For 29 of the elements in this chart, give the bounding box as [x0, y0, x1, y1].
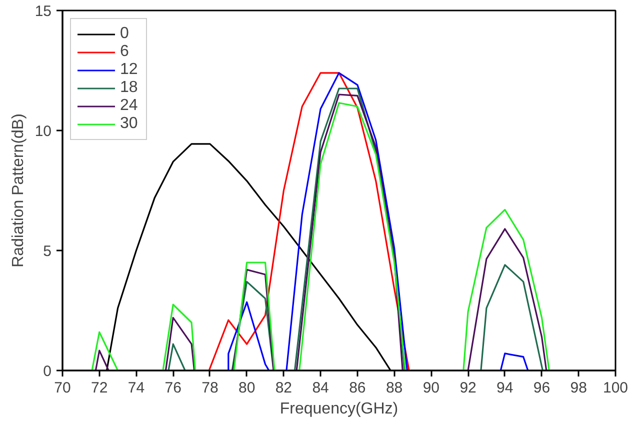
x-tick-label: 76 [164, 380, 182, 396]
x-tick-label: 82 [275, 380, 292, 396]
legend-label: 0 [120, 25, 130, 43]
legend-label: 24 [120, 97, 139, 115]
x-tick-label: 74 [128, 380, 145, 396]
line-series [208, 72, 410, 370]
y-tick-label: 5 [43, 243, 52, 260]
x-tick-label: 84 [312, 380, 329, 396]
y-tick-label: 10 [34, 123, 52, 140]
y-tick-label: 15 [34, 3, 52, 20]
x-tick-label: 100 [602, 380, 628, 396]
y-tick-label: 0 [43, 363, 52, 380]
x-tick-label: 92 [460, 380, 476, 396]
y-axis-title: Radiation Pattern(dB) [10, 114, 27, 268]
legend-label: 12 [120, 61, 139, 79]
legend-label: 18 [120, 79, 139, 97]
legend-label: 30 [120, 115, 139, 133]
x-tick-label: 86 [349, 380, 366, 396]
x-tick-label: 78 [202, 380, 218, 396]
x-tick-label: 72 [91, 380, 108, 396]
x-tick-label: 80 [238, 380, 256, 396]
x-axis-title: Frequency(GHz) [280, 400, 398, 418]
x-tick-label: 88 [386, 380, 403, 396]
x-tick-label: 90 [422, 380, 440, 396]
x-tick-label: 96 [533, 380, 550, 396]
legend-label: 6 [120, 43, 130, 61]
x-tick-label: 94 [496, 380, 514, 396]
x-tick-label: 98 [570, 380, 587, 396]
x-tick-label: 70 [54, 380, 71, 396]
